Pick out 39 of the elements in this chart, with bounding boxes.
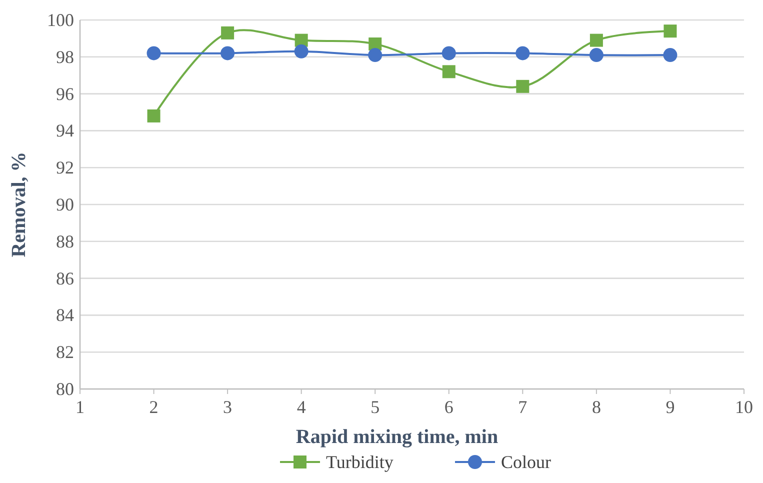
point <box>663 48 678 62</box>
point <box>147 109 160 122</box>
x-tick-label: 6 <box>444 397 454 417</box>
x-tick-label: 7 <box>518 397 528 417</box>
x-tick-label: 2 <box>149 397 158 417</box>
y-axis-title: Removal, % <box>8 152 30 258</box>
x-tick-label: 9 <box>666 397 675 417</box>
legend-label: Colour <box>501 452 552 472</box>
point <box>368 48 382 62</box>
point <box>589 48 604 62</box>
point <box>442 46 456 60</box>
x-tick-label: 10 <box>735 397 753 417</box>
point <box>590 34 603 47</box>
y-tick-label: 98 <box>56 46 74 67</box>
x-tick-label: 3 <box>223 397 232 417</box>
y-tick-label: 86 <box>56 268 74 288</box>
y-tick-label: 92 <box>56 158 74 178</box>
y-tick-label: 96 <box>56 84 74 104</box>
point <box>442 65 456 78</box>
x-tick-label: 8 <box>592 397 601 417</box>
x-axis-title: Rapid mixing time, min <box>296 426 498 448</box>
y-tick-label: 90 <box>56 194 74 214</box>
point <box>516 80 530 93</box>
y-tick-label: 100 <box>47 10 74 30</box>
point <box>220 46 235 60</box>
x-tick-label: 5 <box>370 397 380 417</box>
y-tick-label: 94 <box>56 120 74 141</box>
point <box>146 46 161 60</box>
x-tick-label: 4 <box>296 397 306 417</box>
point <box>294 44 308 58</box>
y-tick-label: 80 <box>56 379 74 399</box>
x-tick-label: 1 <box>76 397 84 417</box>
y-tick-label: 88 <box>56 231 74 252</box>
point <box>221 26 234 40</box>
y-tick-label: 84 <box>56 305 74 326</box>
legend-label: Turbidity <box>326 452 394 472</box>
point <box>516 46 530 60</box>
y-tick-label: 82 <box>56 342 74 362</box>
point <box>664 24 677 38</box>
